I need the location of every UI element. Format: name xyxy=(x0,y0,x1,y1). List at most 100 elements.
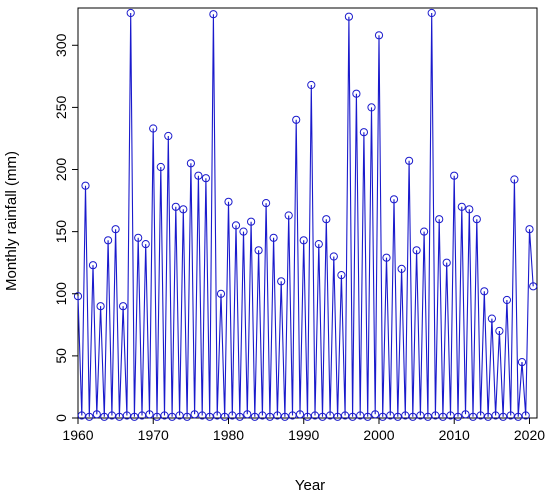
data-point xyxy=(216,289,226,298)
data-point xyxy=(438,412,447,421)
x-tick-label: 1960 xyxy=(62,427,93,443)
data-point xyxy=(322,215,331,224)
x-tick-label: 2020 xyxy=(514,427,545,443)
plot-area xyxy=(77,7,538,419)
series-rainfall xyxy=(73,8,538,421)
plot-frame xyxy=(77,7,538,419)
data-point xyxy=(209,10,218,19)
data-point xyxy=(107,411,117,420)
data-point xyxy=(198,411,207,420)
data-point xyxy=(465,205,474,214)
data-point xyxy=(73,292,83,301)
data-point xyxy=(164,131,173,141)
y-tick-label: 250 xyxy=(53,96,69,120)
data-point xyxy=(239,227,248,236)
x-tick-label: 1990 xyxy=(288,427,319,443)
data-point xyxy=(134,233,143,242)
data-point xyxy=(356,411,365,420)
data-point xyxy=(235,412,244,421)
data-point xyxy=(378,412,387,421)
data-point xyxy=(329,252,338,261)
y-axis: 0 50 100 150 200 250 300 xyxy=(53,33,78,422)
data-point xyxy=(220,412,229,421)
series-line xyxy=(77,12,534,417)
data-point xyxy=(299,236,308,245)
data-point xyxy=(405,156,414,165)
y-tick-label: 150 xyxy=(53,220,69,244)
data-point xyxy=(472,215,481,224)
data-point xyxy=(92,410,101,419)
data-point xyxy=(168,412,177,421)
data-point xyxy=(130,412,139,421)
data-point xyxy=(81,181,90,190)
data-point xyxy=(104,236,113,245)
data-point xyxy=(295,410,305,419)
data-point xyxy=(122,411,132,420)
data-point xyxy=(243,410,252,419)
data-point xyxy=(412,246,421,255)
x-axis-title: Year xyxy=(295,477,325,493)
data-point xyxy=(265,412,274,421)
x-tick-label: 2000 xyxy=(363,427,394,443)
data-point xyxy=(408,412,417,421)
data-point xyxy=(502,295,511,305)
data-point xyxy=(115,412,124,421)
data-point xyxy=(201,174,210,183)
y-tick-label: 100 xyxy=(53,282,69,306)
y-tick-label: 200 xyxy=(53,158,69,182)
data-point xyxy=(152,412,162,421)
data-point xyxy=(352,89,361,98)
data-point xyxy=(250,412,259,421)
data-point xyxy=(284,211,293,220)
data-point xyxy=(517,358,527,367)
data-point xyxy=(341,411,350,420)
data-point xyxy=(484,412,493,421)
data-point xyxy=(111,225,120,234)
data-point xyxy=(314,240,323,249)
data-point xyxy=(213,411,222,420)
data-point xyxy=(510,175,519,184)
data-point xyxy=(363,412,372,421)
data-point xyxy=(149,124,158,133)
data-point xyxy=(183,412,192,421)
data-point xyxy=(435,215,444,224)
x-axis: 1960 1970 1980 1990 2000 2010 2020 xyxy=(62,418,545,443)
data-point xyxy=(258,411,267,420)
data-point xyxy=(374,31,384,40)
data-point xyxy=(348,412,357,421)
data-point xyxy=(303,412,312,421)
data-point xyxy=(280,412,289,421)
data-point xyxy=(126,8,135,18)
data-point xyxy=(442,258,451,267)
x-tick-label: 1970 xyxy=(138,427,169,443)
x-tick-label: 1980 xyxy=(213,427,244,443)
data-point xyxy=(333,412,342,421)
data-point xyxy=(389,195,399,204)
data-point xyxy=(247,217,256,226)
y-tick-label: 0 xyxy=(53,414,69,422)
data-point xyxy=(100,412,109,421)
data-point xyxy=(224,197,233,206)
data-point xyxy=(371,410,380,419)
data-point xyxy=(194,171,203,180)
data-point xyxy=(499,412,508,421)
data-point xyxy=(231,221,241,230)
y-tick-label: 300 xyxy=(53,33,69,57)
data-point xyxy=(495,326,504,336)
data-point xyxy=(453,412,463,421)
data-point xyxy=(416,411,425,420)
data-point xyxy=(427,8,436,18)
data-point xyxy=(179,205,188,214)
data-point xyxy=(529,282,538,291)
data-point xyxy=(367,103,376,112)
data-point xyxy=(77,411,86,420)
data-point xyxy=(382,253,391,262)
data-point xyxy=(480,287,489,296)
data-point xyxy=(468,412,478,421)
data-point xyxy=(446,411,455,420)
data-point xyxy=(359,128,368,137)
data-point xyxy=(337,271,346,280)
data-point xyxy=(190,410,199,419)
data-point xyxy=(318,412,327,421)
